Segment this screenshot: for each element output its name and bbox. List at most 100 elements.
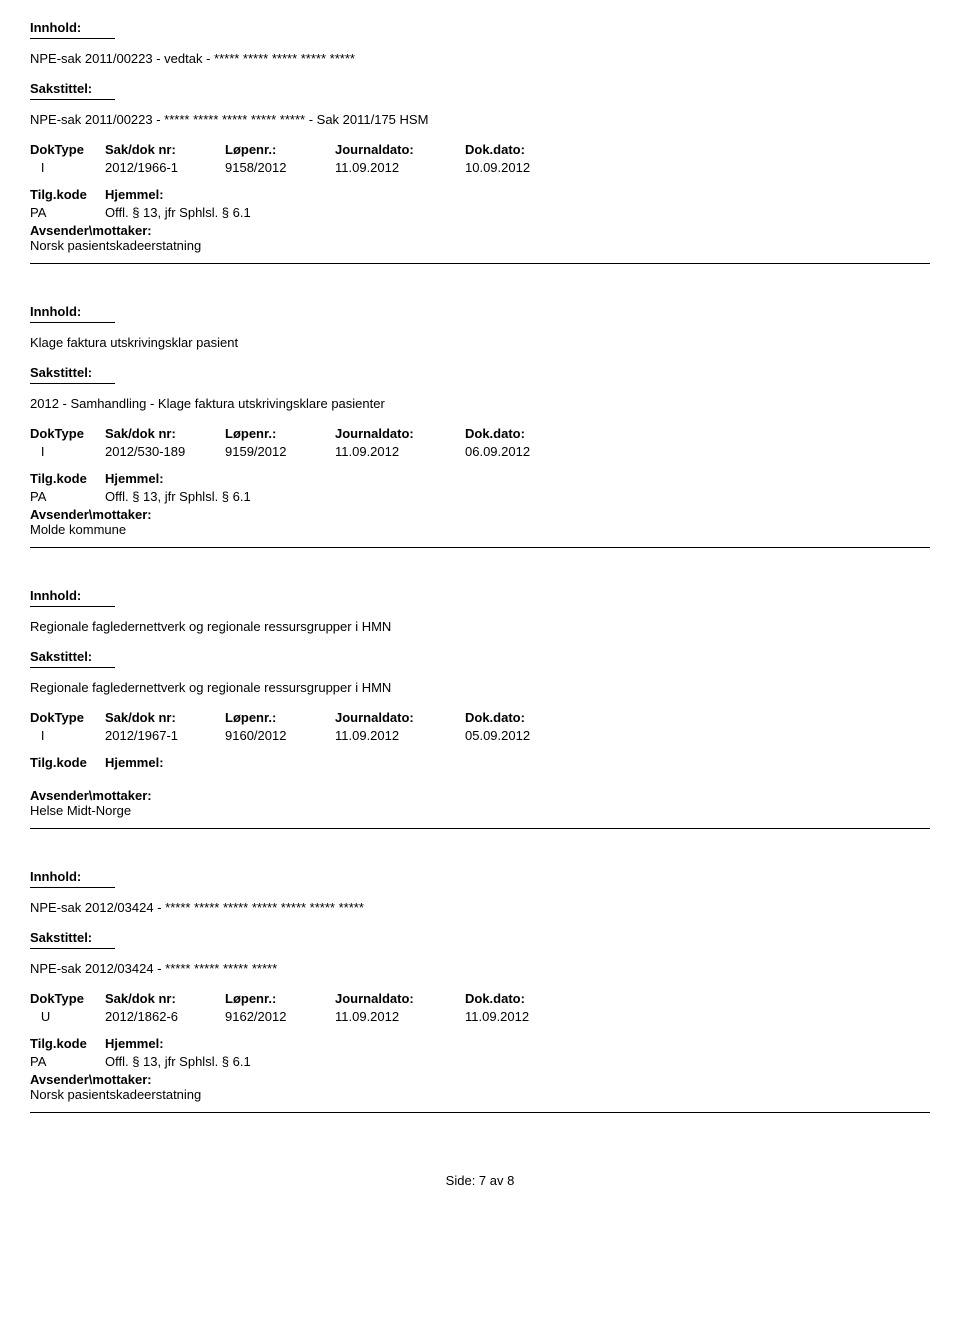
sakstittel-label: Sakstittel: <box>30 365 930 380</box>
tilgkode-value: PA <box>30 489 105 504</box>
divider <box>30 667 115 668</box>
hjemmel-value: Offl. § 13, jfr Sphlsl. § 6.1 <box>105 205 251 220</box>
hjemmel-value: Offl. § 13, jfr Sphlsl. § 6.1 <box>105 1054 251 1069</box>
divider <box>30 38 115 39</box>
avsender-label: Avsender\mottaker: <box>30 507 930 522</box>
innhold-text: Klage faktura utskrivingsklar pasient <box>30 335 930 350</box>
avsender-label: Avsender\mottaker: <box>30 223 930 238</box>
sakstittel-text: Regionale fagledernettverk og regionale … <box>30 680 930 695</box>
meta-headers: DokType Sak/dok nr: Løpenr.: Journaldato… <box>30 142 930 157</box>
avsender-value: Helse Midt-Norge <box>30 803 930 818</box>
dokdato-header: Dok.dato: <box>465 142 575 157</box>
journaldato-value: 11.09.2012 <box>335 1009 465 1024</box>
avsender-label: Avsender\mottaker: <box>30 788 930 803</box>
dokdato-header: Dok.dato: <box>465 426 575 441</box>
lopenr-header: Løpenr.: <box>225 426 335 441</box>
dokdato-header: Dok.dato: <box>465 991 575 1006</box>
tilg-section: Tilg.kode Hjemmel: <box>30 755 930 773</box>
saknr-value: 2012/1862-6 <box>105 1009 225 1024</box>
journaldato-value: 11.09.2012 <box>335 728 465 743</box>
divider <box>30 948 115 949</box>
page-footer: Side: 7 av 8 <box>30 1173 930 1188</box>
journaldato-value: 11.09.2012 <box>335 444 465 459</box>
doktype-value: I <box>30 444 105 459</box>
saknr-header: Sak/dok nr: <box>105 426 225 441</box>
sakstittel-label: Sakstittel: <box>30 81 930 96</box>
innhold-label: Innhold: <box>30 304 930 319</box>
lopenr-value: 9159/2012 <box>225 444 335 459</box>
journaldato-header: Journaldato: <box>335 426 465 441</box>
journaldato-header: Journaldato: <box>335 142 465 157</box>
journaldato-header: Journaldato: <box>335 710 465 725</box>
entry-divider <box>30 547 930 548</box>
meta-values: U 2012/1862-6 9162/2012 11.09.2012 11.09… <box>30 1009 930 1024</box>
document-container: Innhold: NPE-sak 2011/00223 - vedtak - *… <box>30 20 930 1188</box>
journal-entry: Innhold: Klage faktura utskrivingsklar p… <box>30 304 930 548</box>
innhold-text: NPE-sak 2011/00223 - vedtak - ***** ****… <box>30 51 930 66</box>
meta-headers: DokType Sak/dok nr: Løpenr.: Journaldato… <box>30 710 930 725</box>
divider <box>30 606 115 607</box>
hjemmel-header: Hjemmel: <box>105 471 164 486</box>
dokdato-value: 11.09.2012 <box>465 1009 575 1024</box>
avsender-value: Norsk pasientskadeerstatning <box>30 238 930 253</box>
meta-values: I 2012/530-189 9159/2012 11.09.2012 06.0… <box>30 444 930 459</box>
lopenr-value: 9160/2012 <box>225 728 335 743</box>
dokdato-header: Dok.dato: <box>465 710 575 725</box>
tilg-section: Tilg.kode Hjemmel: PA Offl. § 13, jfr Sp… <box>30 187 930 220</box>
journaldato-value: 11.09.2012 <box>335 160 465 175</box>
tilgkode-value: PA <box>30 205 105 220</box>
innhold-text: Regionale fagledernettverk og regionale … <box>30 619 930 634</box>
tilg-section: Tilg.kode Hjemmel: PA Offl. § 13, jfr Sp… <box>30 1036 930 1069</box>
lopenr-header: Løpenr.: <box>225 991 335 1006</box>
sakstittel-text: 2012 - Samhandling - Klage faktura utskr… <box>30 396 930 411</box>
journaldato-header: Journaldato: <box>335 991 465 1006</box>
tilgkode-header: Tilg.kode <box>30 1036 105 1051</box>
meta-values: I 2012/1967-1 9160/2012 11.09.2012 05.09… <box>30 728 930 743</box>
avsender-value: Norsk pasientskadeerstatning <box>30 1087 930 1102</box>
lopenr-value: 9162/2012 <box>225 1009 335 1024</box>
journal-entry: Innhold: NPE-sak 2012/03424 - ***** ****… <box>30 869 930 1113</box>
dokdato-value: 05.09.2012 <box>465 728 575 743</box>
innhold-text: NPE-sak 2012/03424 - ***** ***** ***** *… <box>30 900 930 915</box>
hjemmel-header: Hjemmel: <box>105 187 164 202</box>
sakstittel-label: Sakstittel: <box>30 930 930 945</box>
saknr-header: Sak/dok nr: <box>105 710 225 725</box>
tilgkode-header: Tilg.kode <box>30 471 105 486</box>
saknr-value: 2012/1967-1 <box>105 728 225 743</box>
dokdato-value: 06.09.2012 <box>465 444 575 459</box>
hjemmel-header: Hjemmel: <box>105 1036 164 1051</box>
avsender-value: Molde kommune <box>30 522 930 537</box>
innhold-label: Innhold: <box>30 588 930 603</box>
doktype-header: DokType <box>30 142 105 157</box>
meta-headers: DokType Sak/dok nr: Løpenr.: Journaldato… <box>30 991 930 1006</box>
meta-headers: DokType Sak/dok nr: Løpenr.: Journaldato… <box>30 426 930 441</box>
meta-values: I 2012/1966-1 9158/2012 11.09.2012 10.09… <box>30 160 930 175</box>
entry-divider <box>30 828 930 829</box>
tilgkode-header: Tilg.kode <box>30 755 105 770</box>
doktype-header: DokType <box>30 710 105 725</box>
innhold-label: Innhold: <box>30 20 930 35</box>
doktype-header: DokType <box>30 426 105 441</box>
saknr-value: 2012/1966-1 <box>105 160 225 175</box>
divider <box>30 383 115 384</box>
tilg-section: Tilg.kode Hjemmel: PA Offl. § 13, jfr Sp… <box>30 471 930 504</box>
divider <box>30 887 115 888</box>
doktype-header: DokType <box>30 991 105 1006</box>
innhold-label: Innhold: <box>30 869 930 884</box>
entry-divider <box>30 263 930 264</box>
doktype-value: I <box>30 160 105 175</box>
saknr-value: 2012/530-189 <box>105 444 225 459</box>
tilgkode-value: PA <box>30 1054 105 1069</box>
sakstittel-text: NPE-sak 2011/00223 - ***** ***** ***** *… <box>30 112 930 127</box>
entry-divider <box>30 1112 930 1113</box>
journal-entry: Innhold: NPE-sak 2011/00223 - vedtak - *… <box>30 20 930 264</box>
sakstittel-label: Sakstittel: <box>30 649 930 664</box>
doktype-value: I <box>30 728 105 743</box>
tilgkode-header: Tilg.kode <box>30 187 105 202</box>
doktype-value: U <box>30 1009 105 1024</box>
saknr-header: Sak/dok nr: <box>105 142 225 157</box>
dokdato-value: 10.09.2012 <box>465 160 575 175</box>
journal-entry: Innhold: Regionale fagledernettverk og r… <box>30 588 930 829</box>
divider <box>30 322 115 323</box>
hjemmel-header: Hjemmel: <box>105 755 164 770</box>
